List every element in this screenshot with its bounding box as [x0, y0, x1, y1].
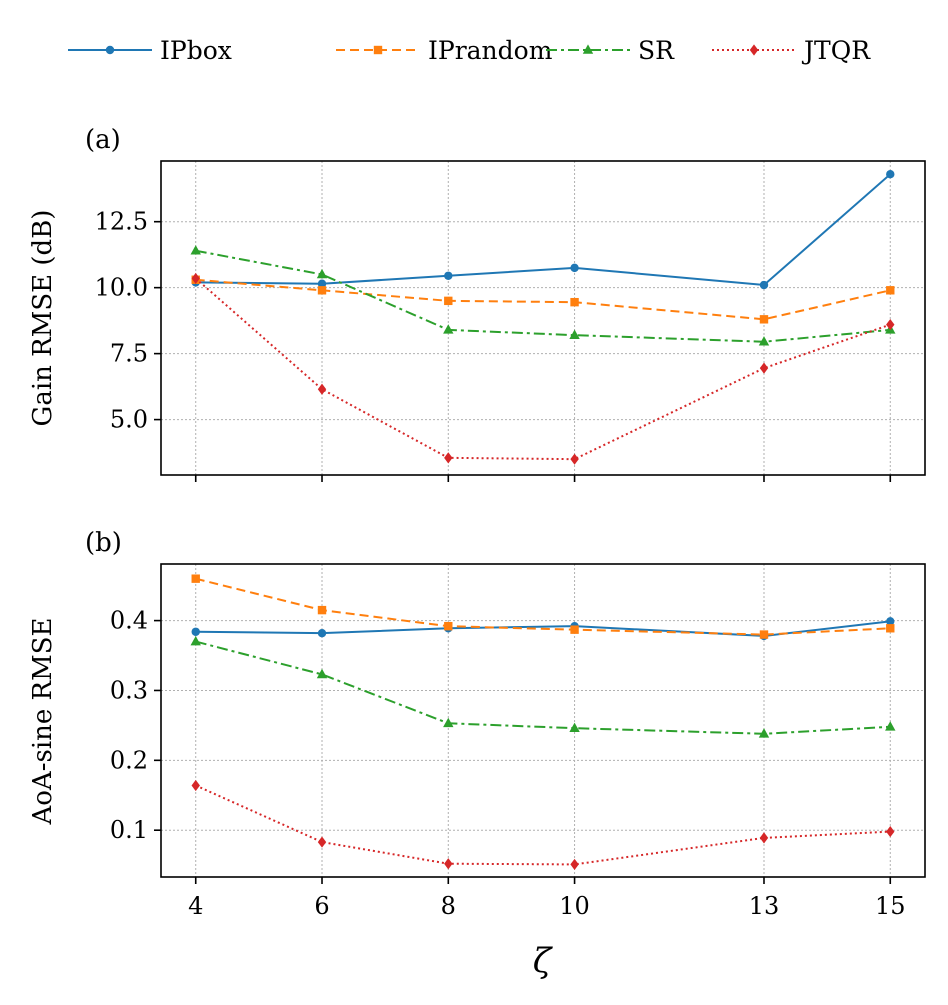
panel-b-xtick-label: 15 [875, 892, 906, 920]
panel-a-point-jtqr [570, 453, 579, 465]
panel-a-series-jtqr [195, 277, 891, 461]
panel-a-point-iprandom [317, 286, 327, 295]
panel-a-point-sr [316, 268, 328, 279]
panel-b-point-iprandom [317, 605, 327, 615]
panel-a-point-sr [190, 245, 201, 255]
panel-b-ytick-label: 0.2 [110, 746, 148, 774]
panel-a-point-ipbox [317, 279, 327, 288]
panel-a-ytick-label: 7.5 [110, 340, 148, 368]
panel-b-ylabel: AoA-sine RMSE [28, 617, 58, 825]
panel-a-point-jtqr [317, 383, 327, 395]
panel-a-point-ipbox [570, 263, 579, 273]
panel-a-series-ipbox [195, 173, 891, 287]
panel-b-series-sr [195, 640, 891, 735]
panel-b-point-jtqr [759, 832, 769, 844]
panel-b-point-iprandom [191, 574, 200, 583]
panel-a-point-iprandom [886, 286, 895, 295]
panel-b-point-sr [758, 728, 770, 738]
legend-marker-iprandom [373, 45, 383, 55]
panel-b-point-jtqr [317, 836, 327, 848]
panel-b-point-iprandom [886, 624, 895, 633]
panel-b-point-ipbox [191, 627, 200, 636]
legend-marker-jtqr [749, 44, 759, 56]
panel-b-point-ipbox [317, 628, 327, 638]
legend-label-jtqr: JTQR [801, 36, 871, 65]
panel-a-point-jtqr [759, 362, 769, 374]
panel-a-series-sr [195, 249, 891, 343]
panel-b-aoa-rmse: 0.1 0.2 0.3 0.4 4 6 8 10 13 15 [110, 563, 926, 920]
legend: IPbox IPrandom SR JTQR [68, 36, 871, 65]
panel-b-xtick-label: 8 [441, 892, 456, 920]
panel-b-xtick-label: 10 [559, 892, 590, 920]
panel-b-point-sr [316, 668, 328, 679]
panel-b-point-iprandom [570, 625, 579, 634]
panel-b-label: (b) [85, 528, 122, 558]
panel-a-point-iprandom [759, 315, 769, 324]
panel-b-point-iprandom [759, 630, 769, 639]
panel-a-point-jtqr [886, 318, 895, 331]
panel-b-axes-frame [160, 563, 926, 878]
panel-a-point-iprandom [444, 296, 453, 306]
panel-b-point-jtqr [444, 858, 453, 870]
panel-a-ytick-label: 10.0 [95, 274, 148, 302]
legend-marker-sr [582, 44, 594, 54]
panel-b-point-sr [443, 717, 454, 728]
legend-label-iprandom: IPrandom [428, 36, 553, 65]
panel-b-point-jtqr [886, 825, 895, 838]
panel-b-point-jtqr [570, 858, 579, 871]
panel-a-point-ipbox [759, 280, 769, 290]
panel-b-series-jtqr [195, 784, 891, 866]
panel-a-point-jtqr [191, 272, 200, 285]
legend-label-ipbox: IPbox [160, 36, 232, 65]
legend-marker-ipbox [105, 45, 115, 55]
panel-b-ytick-label: 0.3 [110, 676, 148, 704]
panel-a-point-sr [569, 329, 580, 339]
panel-b-point-sr [885, 721, 896, 731]
panel-a-ytick-label: 12.5 [95, 208, 148, 236]
panel-a-point-sr [758, 336, 770, 346]
panel-b-ytick-label: 0.1 [110, 816, 148, 844]
panel-b-xtick-label: 4 [188, 892, 203, 920]
panel-a-point-jtqr [444, 452, 453, 464]
panel-b-point-sr [190, 635, 201, 646]
panel-a-ylabel: Gain RMSE (dB) [28, 210, 58, 427]
panel-a-series-iprandom [195, 278, 891, 321]
legend-label-sr: SR [638, 36, 675, 65]
panel-a-axes-frame [160, 160, 926, 476]
panel-b-point-ipbox [886, 617, 895, 626]
panel-a-point-ipbox [886, 169, 895, 179]
panel-a-point-sr [443, 324, 454, 334]
panel-b-point-sr [569, 722, 580, 732]
panel-b-point-jtqr [191, 779, 200, 792]
panel-b-xtick-label: 6 [314, 892, 329, 920]
panel-b-series-iprandom [195, 577, 891, 636]
panel-b-point-iprandom [444, 621, 453, 631]
panel-b-ytick-label: 0.4 [110, 607, 148, 635]
x-axis-label: ζ [533, 941, 554, 981]
panel-a-ytick-label: 5.0 [110, 406, 148, 434]
panel-a-label: (a) [85, 125, 121, 155]
panel-b-xtick-label: 13 [749, 892, 780, 920]
panel-a-point-ipbox [444, 271, 453, 280]
panel-a-point-iprandom [570, 297, 579, 307]
panel-a-gain-rmse: 5.0 7.5 10.0 12.5 [95, 160, 926, 482]
